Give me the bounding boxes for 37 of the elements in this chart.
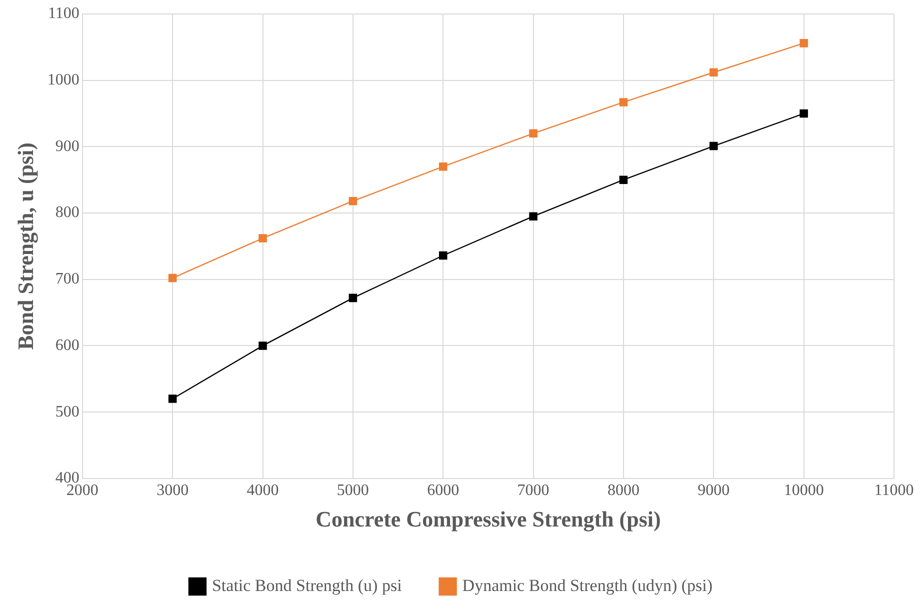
point (348, 294, 358, 302)
point (438, 162, 448, 171)
x-tick-label: 7000 (517, 482, 550, 500)
x-tick-label: 5000 (336, 482, 369, 500)
point (168, 394, 177, 403)
x-tick-label: 9000 (698, 482, 730, 500)
y-tick-label: 900 (55, 138, 80, 155)
point (258, 234, 267, 242)
y-axis-title: Bond Strength, u (psi) (12, 142, 38, 350)
point (258, 342, 267, 350)
x-tick-label: 4000 (246, 482, 279, 500)
y-tick-label: 700 (55, 270, 80, 288)
point (710, 68, 718, 77)
point (529, 129, 538, 138)
point (168, 274, 177, 282)
point (710, 142, 718, 150)
point (348, 196, 358, 206)
x-tick-label: 10000 (784, 482, 824, 500)
point (800, 109, 808, 118)
x-tick-label: 2000 (66, 482, 98, 500)
y-tick-label: 1000 (47, 72, 80, 89)
y-tick-label: 1100 (48, 5, 80, 22)
point (529, 212, 538, 220)
legend-label: Dynamic Bond Strength (udyn) (psi) (462, 576, 713, 595)
x-tick-label: 11000 (874, 482, 914, 500)
legend-label: Static Bond Strength (u) psi (212, 576, 402, 595)
x-tick-label: 3000 (156, 482, 189, 500)
x-tick-label: 8000 (607, 482, 640, 500)
point (619, 176, 628, 184)
x-tick-label: 6000 (427, 482, 460, 500)
y-tick-label: 600 (55, 336, 80, 354)
y-tick-label: 500 (55, 403, 80, 420)
point (800, 39, 808, 48)
point (619, 98, 628, 106)
point (438, 251, 448, 260)
x-axis-title: Concrete Compressive Strength (psi) (316, 506, 661, 532)
y-tick-label: 800 (55, 204, 80, 222)
